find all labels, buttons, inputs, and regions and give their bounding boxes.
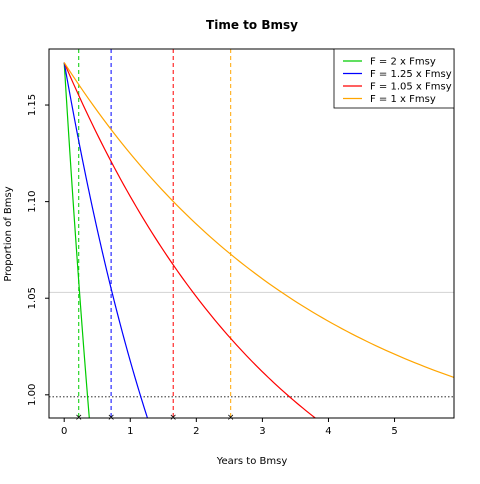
series-line-1 [63, 62, 90, 419]
legend-label-4: F = 1 x Fmsy [370, 94, 436, 105]
series-line-4 [63, 62, 455, 378]
x-tick-label: 5 [391, 426, 397, 437]
x-tick-label: 0 [61, 426, 67, 437]
plot-frame [48, 48, 455, 419]
chart-title: Time to Bmsy [206, 18, 298, 32]
axis-ticks: 0 1 2 3 4 5 1.00 1.05 1.10 1.15 [27, 94, 398, 437]
series-line-2 [63, 62, 149, 419]
y-tick-label: 1.15 [27, 94, 38, 116]
x-axis-label: Years to Bmsy [216, 456, 288, 467]
y-axis-label: Proportion of Bmsy [3, 186, 14, 281]
x-tick-label: 3 [259, 426, 265, 437]
reference-lines [49, 291, 454, 398]
legend-label-1: F = 2 x Fmsy [370, 57, 436, 68]
legend-label-3: F = 1.05 x Fmsy [370, 82, 452, 93]
x-tick-label: 4 [325, 426, 331, 437]
legend-label-2: F = 1.25 x Fmsy [370, 69, 452, 80]
series-line-3 [63, 62, 316, 419]
y-tick-label: 1.00 [27, 384, 38, 406]
y-tick-label: 1.10 [27, 190, 38, 212]
x-tick-label: 1 [127, 426, 133, 437]
x-tick-label: 2 [193, 426, 199, 437]
y-tick-label: 1.05 [27, 287, 38, 309]
series-lines [63, 62, 455, 419]
